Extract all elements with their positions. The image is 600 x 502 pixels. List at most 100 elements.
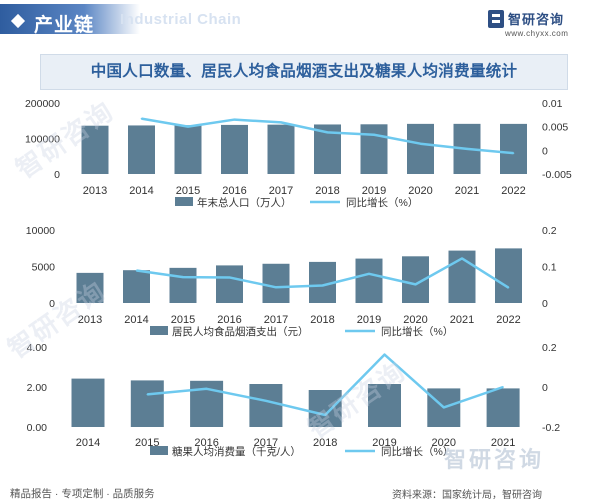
growth-point	[512, 152, 515, 154]
legend-swatch-bar	[150, 326, 168, 335]
y-right-tick-label: 0.1	[542, 262, 557, 274]
legend-label-line: 同比增长（%）	[381, 445, 453, 458]
bar	[368, 384, 401, 427]
y-left-tick-label: 2.00	[27, 382, 48, 394]
x-tick-label: 2014	[129, 185, 153, 197]
brand-logo: 智研咨询 www.chyxx.com	[488, 6, 578, 40]
bar	[308, 390, 342, 427]
growth-point	[275, 286, 277, 289]
bar	[407, 123, 434, 174]
growth-point	[233, 118, 236, 121]
x-tick-label: 2015	[176, 185, 200, 197]
y-left-tick-label: 0	[49, 298, 55, 310]
bar	[355, 258, 383, 303]
y-right-tick-label: 0.01	[542, 98, 563, 110]
bar	[221, 124, 248, 174]
x-tick-label: 2020	[432, 437, 456, 449]
legend-label-line: 同比增长（%）	[381, 325, 453, 338]
legend-swatch-bar	[175, 197, 193, 206]
bar	[123, 270, 150, 303]
y-right-tick-label: 0	[542, 145, 548, 157]
growth-point	[135, 269, 138, 272]
bar	[495, 248, 522, 303]
x-tick-label: 2022	[496, 314, 520, 326]
y-right-tick-label: 0.2	[542, 342, 557, 354]
x-tick-label: 2018	[315, 185, 339, 197]
logo-name: 智研咨询	[508, 12, 565, 27]
figure-title-box: 中国人口数量、居民人均食品烟酒支出及糖果人均消费量统计	[40, 54, 568, 90]
growth-point	[140, 117, 143, 120]
growth-point	[321, 284, 324, 287]
x-tick-label: 2014	[76, 437, 100, 449]
growth-point	[419, 142, 422, 145]
x-tick-label: 2020	[408, 185, 432, 197]
y-right-tick-label: 0	[542, 382, 548, 394]
growth-point	[280, 121, 282, 124]
logo-url: www.chyxx.com	[505, 29, 569, 38]
growth-point	[324, 414, 327, 416]
footer-brand-watermark: 智研咨询	[444, 447, 545, 472]
bar	[169, 267, 197, 303]
bar	[76, 272, 104, 303]
growth-point	[368, 273, 370, 275]
bar	[262, 263, 290, 303]
x-tick-label: 2022	[501, 185, 525, 197]
growth-point	[414, 283, 417, 286]
bar	[500, 123, 527, 174]
x-tick-label: 2018	[313, 437, 337, 449]
y-right-tick-label: 0.2	[542, 225, 557, 237]
bar	[249, 384, 283, 427]
bar	[267, 124, 295, 174]
y-left-tick-label: 0.00	[27, 422, 48, 434]
y-left-tick-label: 10000	[26, 225, 55, 237]
x-tick-label: 2017	[264, 314, 288, 326]
x-tick-label: 2014	[124, 314, 148, 326]
growth-point	[187, 125, 189, 128]
x-tick-label: 2021	[450, 314, 474, 326]
growth-point	[182, 276, 184, 278]
legend-label-bar: 糖果人均消费量（千克/人）	[172, 445, 301, 458]
growth-point	[265, 400, 267, 402]
legend-label-bar: 年末总人口（万人）	[197, 196, 292, 209]
logo-mark-icon	[488, 10, 504, 28]
header-banner: 产业链	[0, 4, 140, 36]
growth-point	[326, 131, 329, 134]
x-tick-label: 2017	[254, 437, 278, 449]
bar	[174, 125, 202, 174]
growth-point	[228, 276, 231, 279]
figure-title: 中国人口数量、居民人均食品烟酒支出及糖果人均消费量统计	[90, 63, 518, 80]
bar	[216, 265, 243, 303]
growth-point	[146, 393, 149, 396]
x-tick-label: 2015	[171, 314, 195, 326]
growth-point	[373, 133, 375, 136]
x-tick-label: 2021	[491, 437, 515, 449]
footer-source: 资料来源：国家统计局，智研咨询	[392, 490, 542, 501]
x-tick-label: 2013	[78, 314, 102, 326]
y-right-tick-label: 0.005	[542, 122, 568, 134]
x-tick-label: 2020	[403, 314, 427, 326]
y-right-tick-label: -0.005	[542, 169, 572, 181]
bar	[81, 125, 109, 174]
y-left-tick-label: 0	[54, 169, 60, 181]
x-tick-label: 2016	[194, 437, 218, 449]
header-title: 产业链	[34, 15, 95, 36]
legend-swatch-bar	[150, 446, 168, 455]
growth-point	[466, 148, 468, 150]
bar	[486, 388, 520, 427]
bar	[71, 378, 105, 427]
header: 产业链 Industrial Chain 智研咨询 www.chyxx.com	[0, 0, 600, 46]
y-left-tick-label: 5000	[32, 262, 56, 274]
y-right-tick-label: 0	[542, 298, 548, 310]
x-tick-label: 2013	[83, 185, 107, 197]
footer-tagline: 精品报告 · 专项定制 · 品质服务	[10, 488, 155, 500]
legend-label-line: 同比增长（%）	[346, 196, 418, 209]
bar	[360, 124, 388, 174]
x-tick-label: 2021	[455, 185, 479, 197]
y-left-tick-label: 100000	[25, 134, 60, 146]
footer: 智研咨询 精品报告 · 专项定制 · 品质服务 资料来源：国家统计局，智研咨询	[0, 447, 600, 502]
diamond-icon	[10, 13, 26, 29]
x-tick-label: 2018	[310, 314, 334, 326]
legend-label-bar: 居民人均食品烟酒支出（元）	[172, 325, 309, 338]
growth-point	[443, 406, 445, 409]
